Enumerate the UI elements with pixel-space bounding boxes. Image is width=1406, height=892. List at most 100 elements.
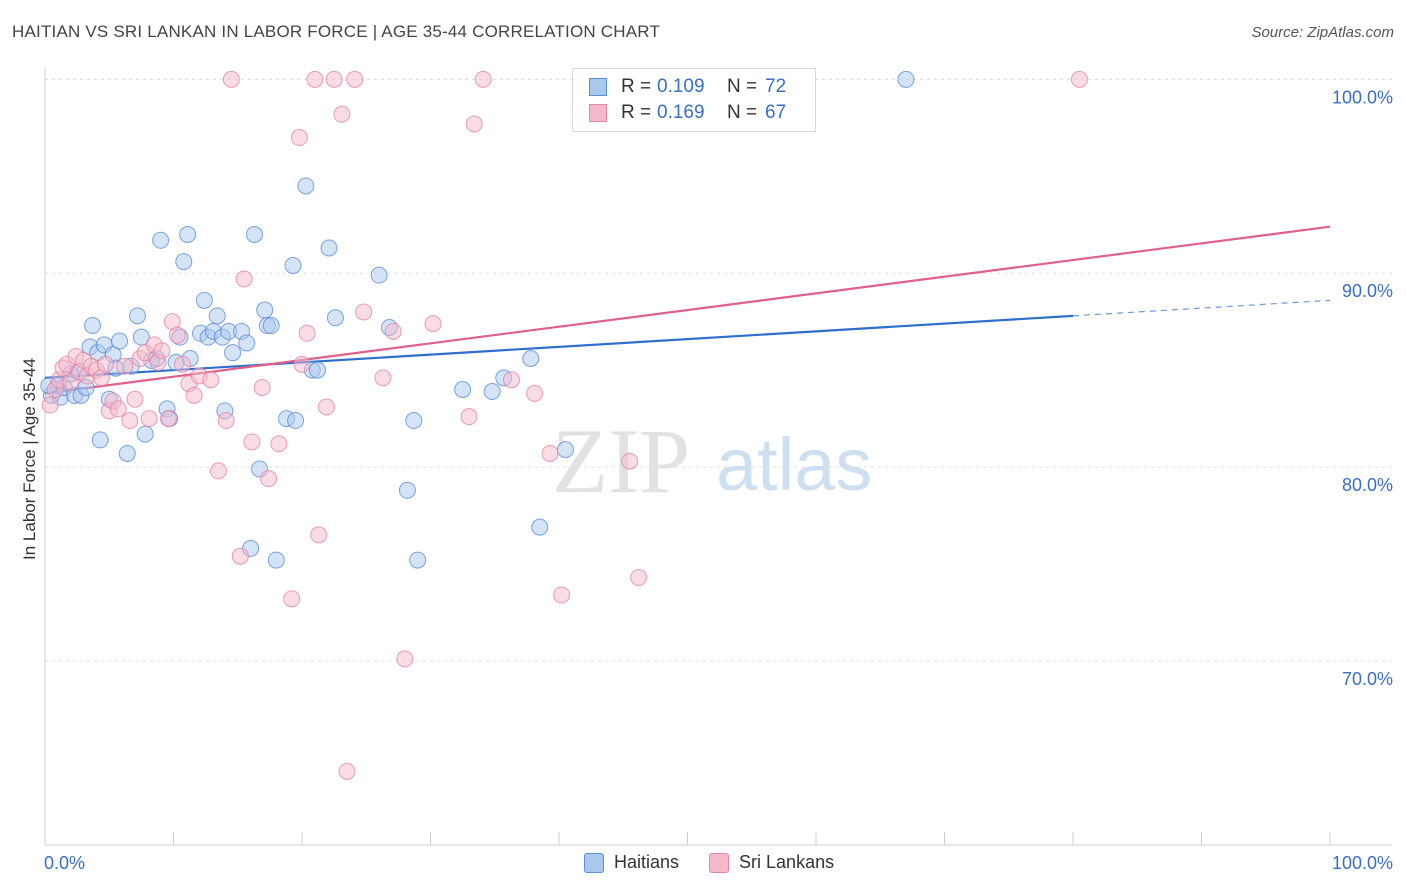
srilankan-point <box>290 129 308 147</box>
srilankan-point <box>185 386 203 404</box>
haitian-point <box>179 225 197 243</box>
haitian-point <box>152 231 170 249</box>
srilankan-point <box>253 379 271 397</box>
srilankan-point <box>283 590 301 608</box>
legend-row-srilankans: R = 0.169 N = 67 <box>589 101 786 125</box>
haitian-point <box>136 425 154 443</box>
haitian-point <box>262 317 280 335</box>
srilankan-point <box>153 342 171 360</box>
y-tick-label: 100.0% <box>1332 87 1393 107</box>
srilankan-point <box>460 408 478 426</box>
haitian-point <box>405 412 423 430</box>
y-tick-label: 70.0% <box>1342 669 1393 689</box>
srilankan-point <box>293 355 311 373</box>
srilankan-point <box>243 433 261 451</box>
legend-n-value: 67 <box>765 102 787 123</box>
haitian-point <box>175 253 193 271</box>
legend-r-label: R = <box>621 76 652 97</box>
haitian-point <box>129 307 147 325</box>
haitian-point <box>308 361 326 379</box>
legend-label-srilankans: Sri Lankans <box>739 852 835 872</box>
srilankan-point <box>355 303 373 321</box>
srilankan-point <box>209 462 227 480</box>
haitian-point <box>287 412 305 430</box>
legend-r-label: R = <box>621 102 652 123</box>
srilankan-point <box>306 70 324 88</box>
watermark-zip: ZIP <box>552 410 690 512</box>
y-tick-label: 80.0% <box>1342 475 1393 495</box>
haitian-point <box>483 382 501 400</box>
haitian-point <box>84 317 102 335</box>
legend-n-label: N = <box>727 76 758 97</box>
srilankan-point <box>121 412 139 430</box>
haitian-point <box>256 301 274 319</box>
srilankan-point <box>317 398 335 416</box>
haitian-point <box>238 334 256 352</box>
srilankan-point <box>621 452 639 470</box>
haitian-point <box>326 309 344 327</box>
legend-swatch-srilankans <box>709 852 730 873</box>
srilankan-point <box>235 270 253 288</box>
chart-title: HAITIAN VS SRI LANKAN IN LABOR FORCE | A… <box>12 22 661 41</box>
haitian-point <box>208 307 226 325</box>
srilankan-point <box>474 70 492 88</box>
srilankan-point <box>396 650 414 668</box>
srilankan-point <box>140 410 158 428</box>
haitian-point <box>111 332 129 350</box>
trend-line-haitian <box>44 314 1074 379</box>
srilankan-point <box>270 435 288 453</box>
legend-row-haitians: R = 0.109 N = 72 <box>589 75 786 99</box>
haitian-point <box>267 551 285 569</box>
haitian-point <box>398 481 416 499</box>
haitian-point <box>531 518 549 536</box>
legend-item-haitians[interactable]: Haitians <box>584 852 679 873</box>
haitian-point <box>409 551 427 569</box>
srilankan-point <box>202 371 220 389</box>
srilankan-point <box>526 384 544 402</box>
srilankan-point <box>424 315 442 333</box>
srilankan-point <box>465 115 483 133</box>
srilankan-point <box>553 586 571 604</box>
chart-source: Source: ZipAtlas.com <box>1251 24 1394 41</box>
stats-legend: R = 0.109 N = 72 R = 0.169 N = 67 <box>572 68 816 132</box>
haitian-point <box>522 349 540 367</box>
srilankan-point <box>541 444 559 462</box>
legend-n-value: 72 <box>765 76 787 97</box>
legend-r-value: 0.109 <box>657 76 705 97</box>
haitian-point <box>454 381 472 399</box>
srilankan-point <box>41 396 59 414</box>
srilankan-point <box>126 390 144 408</box>
haitian-point <box>297 177 315 195</box>
haitian-point <box>91 431 109 449</box>
legend-r-value: 0.169 <box>657 102 705 123</box>
haitian-point <box>320 239 338 257</box>
srilankan-point <box>338 762 356 780</box>
srilankan-point <box>217 412 235 430</box>
srilankan-point <box>173 355 191 373</box>
watermark-atlas: atlas <box>716 423 872 506</box>
srilankan-point <box>298 324 316 342</box>
x-tick-label-min: 0.0% <box>44 853 85 873</box>
srilankan-point <box>346 70 364 88</box>
haitian-point <box>897 70 915 88</box>
haitian-point <box>370 266 388 284</box>
srilankan-point <box>222 70 240 88</box>
srilankan-point <box>159 410 177 428</box>
srilankan-point <box>116 357 134 375</box>
srilankan-point <box>96 355 114 373</box>
haitian-point <box>556 441 574 459</box>
haitian-point <box>284 256 302 274</box>
legend-label-haitians: Haitians <box>614 852 680 872</box>
srilankan-point <box>310 526 328 544</box>
srilankan-point <box>260 470 278 488</box>
legend-swatch-haitians <box>584 852 604 873</box>
y-axis-title: In Labor Force | Age 35-44 <box>20 358 39 560</box>
series-legend: Haitians Sri Lankans <box>584 852 864 873</box>
legend-swatch-srilankans <box>589 104 607 122</box>
srilankan-point <box>630 569 648 587</box>
srilankan-point <box>333 105 351 123</box>
trend-line-srilankan <box>44 225 1331 395</box>
legend-item-srilankans[interactable]: Sri Lankans <box>709 852 834 873</box>
srilankan-point <box>374 369 392 387</box>
